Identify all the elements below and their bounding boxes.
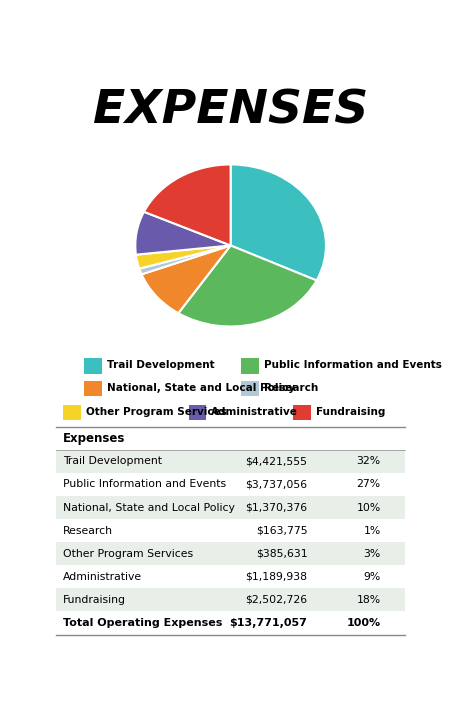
Text: Administrative: Administrative	[212, 406, 298, 416]
Text: Trail Development: Trail Development	[63, 456, 162, 466]
Text: Fundraising: Fundraising	[63, 595, 126, 605]
Text: Research: Research	[264, 383, 318, 393]
Bar	[63, 405, 81, 420]
Bar	[56, 612, 405, 635]
Bar	[56, 496, 405, 519]
Text: Total Operating Expenses: Total Operating Expenses	[63, 618, 223, 628]
Text: 32%: 32%	[356, 456, 381, 466]
Bar	[293, 405, 311, 420]
Text: 100%: 100%	[346, 618, 381, 628]
Wedge shape	[142, 245, 231, 313]
Bar	[56, 426, 405, 450]
Text: Other Program Services: Other Program Services	[86, 406, 227, 416]
Text: National, State and Local Policy: National, State and Local Policy	[63, 503, 235, 513]
Text: $3,737,056: $3,737,056	[245, 479, 307, 489]
Text: 3%: 3%	[363, 549, 381, 559]
Text: $385,631: $385,631	[256, 549, 307, 559]
Text: 18%: 18%	[356, 595, 381, 605]
Wedge shape	[144, 165, 231, 245]
Text: EXPENSES: EXPENSES	[93, 88, 368, 133]
Bar	[56, 565, 405, 588]
Text: 1%: 1%	[363, 525, 381, 535]
Text: Fundraising: Fundraising	[316, 406, 386, 416]
Bar	[189, 405, 206, 420]
Text: $13,771,057: $13,771,057	[230, 618, 307, 628]
Wedge shape	[136, 245, 231, 269]
Wedge shape	[140, 245, 231, 275]
Text: Administrative: Administrative	[63, 572, 142, 582]
Text: 27%: 27%	[356, 479, 381, 489]
Text: Expenses: Expenses	[63, 432, 126, 445]
Bar	[241, 381, 259, 396]
Wedge shape	[135, 212, 231, 255]
Text: 10%: 10%	[356, 503, 381, 513]
Wedge shape	[230, 165, 326, 280]
Text: Public Information and Events: Public Information and Events	[264, 360, 441, 370]
Bar	[84, 381, 102, 396]
Bar	[56, 450, 405, 473]
Bar	[84, 359, 102, 374]
Text: National, State and Local Policy: National, State and Local Policy	[107, 383, 295, 393]
Text: 9%: 9%	[363, 572, 381, 582]
Bar	[56, 473, 405, 496]
Text: Public Information and Events: Public Information and Events	[63, 479, 226, 489]
Text: $163,775: $163,775	[256, 525, 307, 535]
Bar	[56, 588, 405, 612]
Text: $1,189,938: $1,189,938	[245, 572, 307, 582]
Text: Other Program Services: Other Program Services	[63, 549, 194, 559]
Text: Research: Research	[63, 525, 113, 535]
Text: $1,370,376: $1,370,376	[245, 503, 307, 513]
Bar	[241, 359, 259, 374]
Wedge shape	[178, 245, 317, 327]
Bar	[56, 519, 405, 542]
Text: $2,502,726: $2,502,726	[245, 595, 307, 605]
Text: Trail Development: Trail Development	[107, 360, 215, 370]
Bar	[56, 542, 405, 565]
Text: $4,421,555: $4,421,555	[245, 456, 307, 466]
